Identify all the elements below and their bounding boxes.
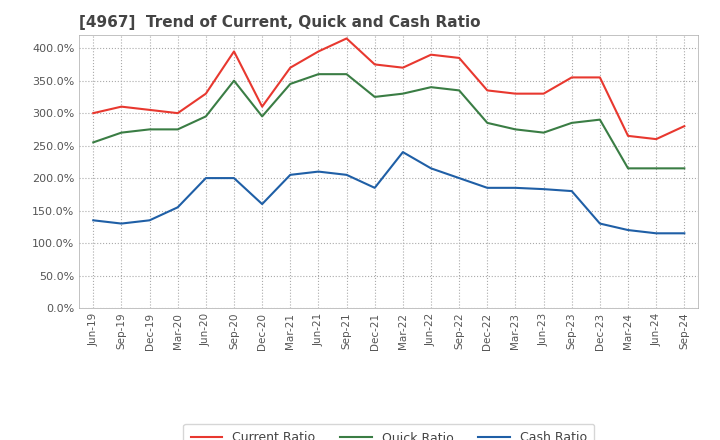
Cash Ratio [145,218,154,223]
Current Ratio [624,133,632,139]
Quick Ratio [455,88,464,93]
Current Ratio [567,75,576,80]
Quick Ratio [680,166,688,171]
Quick Ratio [342,72,351,77]
Current Ratio [117,104,126,109]
Current Ratio [652,136,660,142]
Text: [4967]  Trend of Current, Quick and Cash Ratio: [4967] Trend of Current, Quick and Cash … [79,15,481,30]
Quick Ratio [258,114,266,119]
Quick Ratio [595,117,604,122]
Line: Quick Ratio: Quick Ratio [94,74,684,169]
Quick Ratio [117,130,126,135]
Quick Ratio [89,140,98,145]
Quick Ratio [427,84,436,90]
Current Ratio [145,107,154,113]
Cash Ratio [230,176,238,181]
Quick Ratio [624,166,632,171]
Quick Ratio [399,91,408,96]
Cash Ratio [202,176,210,181]
Legend: Current Ratio, Quick Ratio, Cash Ratio: Current Ratio, Quick Ratio, Cash Ratio [184,424,594,440]
Quick Ratio [230,78,238,83]
Cash Ratio [370,185,379,191]
Cash Ratio [174,205,182,210]
Current Ratio [595,75,604,80]
Current Ratio [539,91,548,96]
Cash Ratio [511,185,520,191]
Cash Ratio [595,221,604,226]
Current Ratio [399,65,408,70]
Cash Ratio [652,231,660,236]
Current Ratio [483,88,492,93]
Cash Ratio [342,172,351,177]
Quick Ratio [370,94,379,99]
Quick Ratio [174,127,182,132]
Quick Ratio [652,166,660,171]
Cash Ratio [89,218,98,223]
Quick Ratio [202,114,210,119]
Current Ratio [427,52,436,57]
Cash Ratio [455,176,464,181]
Quick Ratio [286,81,294,87]
Cash Ratio [314,169,323,174]
Cash Ratio [258,202,266,207]
Current Ratio [314,49,323,54]
Cash Ratio [117,221,126,226]
Current Ratio [230,49,238,54]
Current Ratio [89,110,98,116]
Current Ratio [342,36,351,41]
Line: Cash Ratio: Cash Ratio [94,152,684,233]
Cash Ratio [680,231,688,236]
Current Ratio [258,104,266,109]
Line: Current Ratio: Current Ratio [94,38,684,139]
Current Ratio [680,124,688,129]
Current Ratio [370,62,379,67]
Cash Ratio [286,172,294,177]
Cash Ratio [483,185,492,191]
Quick Ratio [539,130,548,135]
Quick Ratio [483,120,492,125]
Quick Ratio [567,120,576,125]
Current Ratio [455,55,464,61]
Quick Ratio [314,72,323,77]
Cash Ratio [567,188,576,194]
Current Ratio [174,110,182,116]
Current Ratio [511,91,520,96]
Cash Ratio [539,187,548,192]
Cash Ratio [427,166,436,171]
Current Ratio [202,91,210,96]
Cash Ratio [399,150,408,155]
Current Ratio [286,65,294,70]
Cash Ratio [624,227,632,233]
Quick Ratio [145,127,154,132]
Quick Ratio [511,127,520,132]
